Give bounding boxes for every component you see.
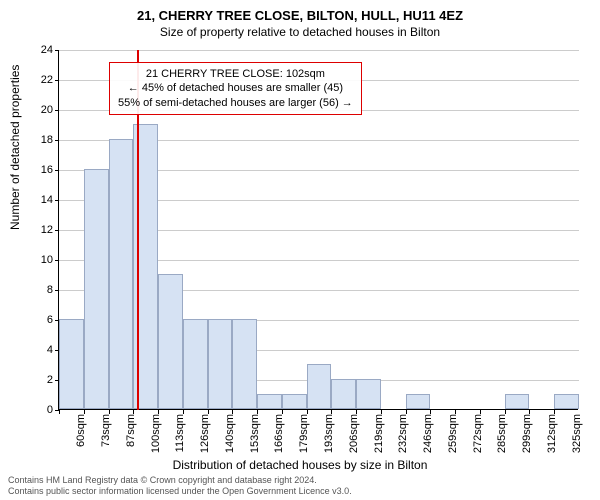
y-tick-label: 14 (23, 194, 53, 206)
histogram-bar (307, 364, 332, 409)
y-tick-mark (55, 110, 59, 111)
histogram-bar (406, 394, 431, 409)
x-tick-mark (84, 410, 85, 414)
x-tick-label: 285sqm (496, 414, 508, 453)
histogram-bar (84, 169, 109, 409)
histogram-bar (208, 319, 233, 409)
y-tick-mark (55, 140, 59, 141)
tooltip-line: ← 45% of detached houses are smaller (45… (118, 81, 353, 95)
y-tick-label: 12 (23, 224, 53, 236)
tooltip-line: 21 CHERRY TREE CLOSE: 102sqm (118, 67, 353, 81)
x-tick-mark (455, 410, 456, 414)
x-tick-label: 246sqm (422, 414, 434, 453)
x-tick-label: 166sqm (273, 414, 285, 453)
x-tick-mark (232, 410, 233, 414)
x-tick-label: 113sqm (174, 414, 186, 452)
tooltip-box: 21 CHERRY TREE CLOSE: 102sqm← 45% of det… (109, 62, 362, 115)
chart-area: 02468101214161820222460sqm73sqm87sqm100s… (58, 50, 578, 410)
x-tick-mark (183, 410, 184, 414)
histogram-bar (505, 394, 530, 409)
x-tick-label: 325sqm (571, 414, 583, 453)
chart-title: 21, CHERRY TREE CLOSE, BILTON, HULL, HU1… (0, 0, 600, 23)
x-tick-label: 73sqm (100, 414, 112, 447)
y-tick-label: 18 (23, 134, 53, 146)
y-tick-label: 2 (23, 374, 53, 386)
x-tick-label: 219sqm (373, 414, 385, 453)
attribution-footer: Contains HM Land Registry data © Crown c… (8, 475, 352, 497)
y-tick-mark (55, 80, 59, 81)
histogram-bar (331, 379, 356, 409)
x-tick-label: 87sqm (125, 414, 137, 447)
y-tick-mark (55, 230, 59, 231)
x-tick-label: 299sqm (521, 414, 533, 453)
y-tick-mark (55, 260, 59, 261)
histogram-bar (232, 319, 257, 409)
plot-region: 02468101214161820222460sqm73sqm87sqm100s… (58, 50, 578, 410)
x-tick-mark (356, 410, 357, 414)
x-tick-mark (208, 410, 209, 414)
x-tick-label: 126sqm (199, 414, 211, 453)
y-tick-label: 4 (23, 344, 53, 356)
x-tick-mark (480, 410, 481, 414)
x-tick-mark (158, 410, 159, 414)
x-tick-label: 232sqm (397, 414, 409, 453)
x-tick-label: 193sqm (323, 414, 335, 453)
x-tick-mark (430, 410, 431, 414)
y-axis-label: Number of detached properties (8, 65, 22, 230)
chart-subtitle: Size of property relative to detached ho… (0, 23, 600, 39)
x-tick-mark (133, 410, 134, 414)
x-tick-label: 179sqm (298, 414, 310, 453)
x-tick-label: 206sqm (348, 414, 360, 453)
y-tick-label: 16 (23, 164, 53, 176)
y-tick-label: 8 (23, 284, 53, 296)
histogram-bar (59, 319, 84, 409)
x-tick-label: 60sqm (75, 414, 87, 447)
y-tick-label: 10 (23, 254, 53, 266)
histogram-bar (554, 394, 579, 409)
histogram-bar (356, 379, 381, 409)
y-tick-label: 6 (23, 314, 53, 326)
x-tick-mark (554, 410, 555, 414)
x-tick-mark (529, 410, 530, 414)
y-tick-label: 0 (23, 404, 53, 416)
histogram-bar (257, 394, 282, 409)
x-tick-mark (381, 410, 382, 414)
y-tick-mark (55, 50, 59, 51)
x-tick-label: 100sqm (150, 414, 162, 453)
x-tick-mark (109, 410, 110, 414)
tooltip-line: 55% of semi-detached houses are larger (… (118, 96, 353, 110)
x-tick-label: 312sqm (546, 414, 558, 453)
x-tick-mark (505, 410, 506, 414)
footer-line-1: Contains HM Land Registry data © Crown c… (8, 475, 352, 486)
x-tick-mark (331, 410, 332, 414)
x-tick-mark (406, 410, 407, 414)
y-tick-mark (55, 290, 59, 291)
y-tick-mark (55, 200, 59, 201)
y-tick-label: 22 (23, 74, 53, 86)
y-tick-mark (55, 170, 59, 171)
histogram-bar (183, 319, 208, 409)
footer-line-2: Contains public sector information licen… (8, 486, 352, 497)
x-tick-label: 272sqm (472, 414, 484, 453)
x-tick-label: 259sqm (447, 414, 459, 453)
y-tick-label: 24 (23, 44, 53, 56)
x-tick-label: 153sqm (249, 414, 261, 453)
histogram-bar (158, 274, 183, 409)
histogram-bar (282, 394, 307, 409)
x-tick-mark (307, 410, 308, 414)
x-axis-label: Distribution of detached houses by size … (0, 458, 600, 472)
x-tick-label: 140sqm (224, 414, 236, 453)
x-tick-mark (282, 410, 283, 414)
x-tick-mark (257, 410, 258, 414)
x-tick-mark (59, 410, 60, 414)
y-tick-label: 20 (23, 104, 53, 116)
histogram-bar (109, 139, 134, 409)
